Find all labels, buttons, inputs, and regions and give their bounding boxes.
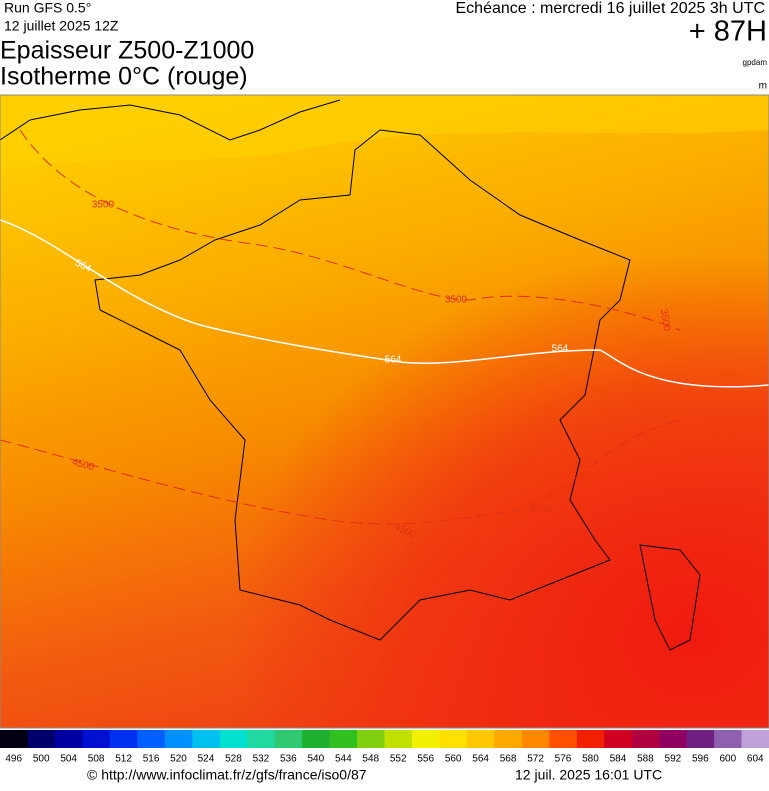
colorbar-label: 584 [610, 754, 627, 765]
colorbar-cell [274, 730, 303, 748]
colorbar-cell [219, 730, 248, 748]
colorbar-cell [357, 730, 385, 748]
colorbar-cell [247, 730, 276, 748]
colorbar-cell [82, 730, 111, 748]
colorbar-cell [659, 730, 688, 748]
contour-label: 564 [552, 344, 569, 355]
colorbar-cell [137, 730, 166, 748]
iso-3500-line [19, 129, 681, 331]
colorbar-label: 568 [500, 754, 517, 765]
colorbar-cell [494, 730, 523, 748]
timestamp: 12 juil. 2025 16:01 UTC [515, 767, 662, 783]
lead-time: + 87H [689, 16, 767, 48]
colorbar-label: 596 [692, 754, 709, 765]
colorbar-label: 540 [307, 754, 324, 765]
colorbar-cell [27, 730, 56, 748]
contour-label: 3500 [92, 200, 115, 211]
source-url: © http://www.infoclimat.fr/z/gfs/france/… [87, 767, 367, 783]
colorbar-label: 500 [33, 754, 50, 765]
contour-label: 3500 [658, 308, 673, 332]
colorbar-cell [741, 730, 769, 748]
contour-label: 3500 [445, 295, 468, 306]
england-coast [0, 99, 341, 141]
colorbar-label: 600 [719, 754, 736, 765]
colorbar-label: 588 [637, 754, 654, 765]
colorbar-label: 604 [747, 754, 764, 765]
colorbar-cell [439, 730, 468, 748]
corsica-outline [639, 544, 701, 651]
field-hot [0, 95, 769, 728]
colorbar-label: 576 [555, 754, 572, 765]
echeance: Echéance : mercredi 16 juillet 2025 3h U… [456, 0, 766, 17]
colorbar-label: 560 [445, 754, 462, 765]
colorbar-cell [549, 730, 578, 748]
colorbar-cell [411, 730, 440, 748]
map: 3500 3500 3500 564 564 564 4500 4500 450… [0, 95, 769, 728]
colorbar-cell [192, 730, 221, 748]
colorbar-label: 556 [417, 754, 434, 765]
colorbar-cell [302, 730, 331, 748]
thickness-564-line [0, 219, 769, 388]
colorbar-label: 504 [60, 754, 77, 765]
colorbar-cell [329, 730, 358, 748]
colorbar-cell [164, 730, 193, 748]
colorbar-label: 524 [198, 754, 215, 765]
colorbar-label: 592 [665, 754, 682, 765]
colorbar-cell [576, 730, 605, 748]
title: Epaisseur Z500-Z1000 [0, 37, 254, 65]
colorbar-label: 580 [582, 754, 599, 765]
colorbar-label: 516 [143, 754, 160, 765]
colorbar-label: 548 [362, 754, 379, 765]
contour-label: 564 [385, 355, 402, 366]
unit: m [759, 81, 767, 92]
colorbar-label: 496 [5, 754, 22, 765]
colorbar-cell [686, 730, 715, 748]
colorbar: 496 500 504 508 512 516 520 524 528 532 536 540 544 5… [0, 730, 769, 765]
colorbar-label: 512 [115, 754, 132, 765]
colorbar-cell [466, 730, 495, 748]
colorbar-label: 532 [253, 754, 270, 765]
map-frame [0, 94, 769, 729]
colorbar-label: 564 [472, 754, 489, 765]
colorbar-cell [714, 730, 743, 748]
france-outline [94, 129, 631, 641]
run-label: Run GFS 0.5° [4, 0, 91, 16]
unit: gpdam [743, 58, 768, 67]
colorbar-label: 508 [88, 754, 105, 765]
colorbar-label: 536 [280, 754, 297, 765]
colorbar-label: 520 [170, 754, 187, 765]
colorbar-label: 572 [527, 754, 544, 765]
colorbar-cell [631, 730, 660, 748]
colorbar-cell [384, 730, 413, 748]
title: Isotherme 0°C (rouge) [0, 63, 248, 91]
colorbar-label: 552 [390, 754, 407, 765]
colorbar-cell [604, 730, 633, 748]
colorbar-label: 528 [225, 754, 242, 765]
colorbar-cell [521, 730, 550, 748]
run-date: 12 juillet 2025 12Z [4, 18, 119, 34]
colorbar-cell [54, 730, 83, 748]
contour-label: 4500 [529, 505, 552, 516]
colorbar-cell [109, 730, 138, 748]
colorbar-label: 544 [335, 754, 352, 765]
colorbar-cell [0, 730, 28, 748]
field-cool [0, 95, 769, 170]
